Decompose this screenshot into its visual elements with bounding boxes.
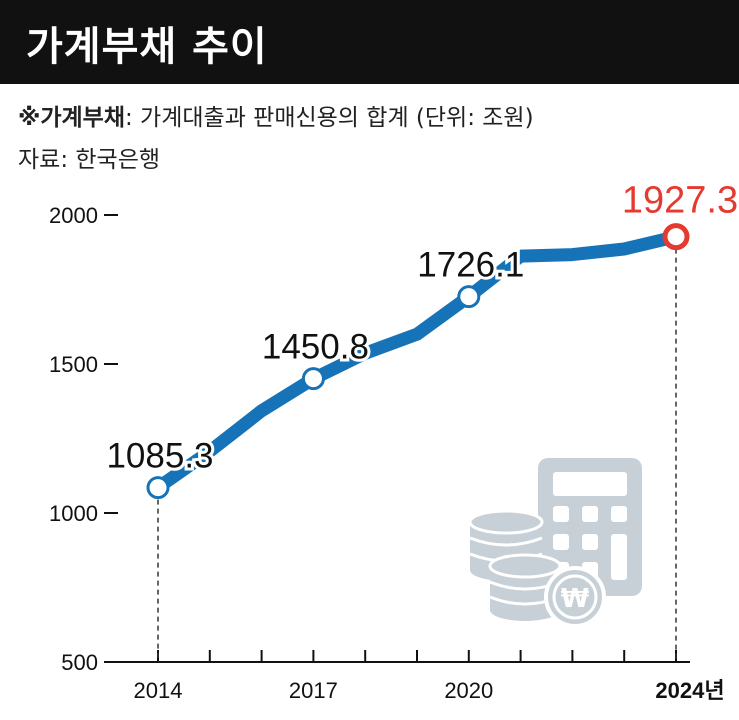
y-tick-label: 500: [61, 650, 98, 675]
x-tick-label: 2014: [134, 678, 183, 703]
data-labels: 1085.3 1450.8 1726.1 1927.3: [103, 180, 738, 479]
y-tick-label: 1000: [49, 501, 98, 526]
coin-stack-icon: [468, 509, 562, 621]
data-label: 1450.8: [262, 328, 369, 367]
point-marker: [301, 367, 325, 391]
point-marker: [457, 285, 481, 309]
x-tick-label: 2017: [289, 678, 338, 703]
x-tick-label: 2020: [444, 678, 493, 703]
title-bar: 가계부채 추이: [0, 0, 739, 84]
definition-text: : 가계대출과 판매신용의 합계 (단위: 조원): [125, 105, 534, 131]
data-label-highlight: 1927.3: [622, 180, 738, 222]
y-tick-label: 2000: [49, 203, 98, 228]
guide-lines: [157, 248, 677, 662]
point-marker: [146, 476, 170, 500]
axes: 500 1000 1500 2000 2014 2017 2020 2024년: [49, 203, 725, 703]
won-coin-icon: ₩: [544, 566, 606, 628]
y-tick-label: 1500: [49, 352, 98, 377]
source-note: 자료: 한국은행: [18, 147, 161, 173]
point-markers: [146, 223, 690, 500]
x-tick-label: 2024년: [655, 678, 724, 703]
highlight-marker: [662, 223, 690, 251]
data-label: 1085.3: [106, 437, 213, 476]
definition-term: ※가계부채: [18, 105, 125, 131]
definition-note: ※가계부채: 가계대출과 판매신용의 합계 (단위: 조원): [18, 98, 534, 132]
series-line: [151, 230, 683, 495]
svg-text:₩: ₩: [561, 584, 590, 614]
series-path: [151, 230, 683, 495]
chart-title: 가계부채 추이: [26, 24, 268, 70]
data-label: 1726.1: [417, 246, 524, 285]
calculator-icon: [538, 458, 642, 596]
